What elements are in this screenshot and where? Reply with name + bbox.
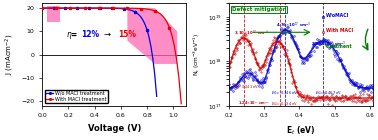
W/o MACl treatment xyxy=(77,7,81,9)
W/o MACl treatment xyxy=(40,7,44,9)
Text: 4.76$\times$10$^{17}$ cm$^{-3}$: 4.76$\times$10$^{17}$ cm$^{-3}$ xyxy=(276,21,311,30)
W/o MACl treatment xyxy=(112,7,116,9)
With MACl treatment xyxy=(179,103,183,105)
Legend: W/o MACl treatment, With MACl treatment: W/o MACl treatment, With MACl treatment xyxy=(45,89,108,103)
X-axis label: E$_t$ (eV): E$_t$ (eV) xyxy=(287,124,316,136)
With MACl treatment xyxy=(64,7,68,9)
W/o MACl treatment xyxy=(73,7,77,9)
Text: $E_{t1}$= 0.241 eV: $E_{t1}$= 0.241 eV xyxy=(232,83,259,91)
Text: $E_{t1}$= 0.346 eV: $E_{t1}$= 0.346 eV xyxy=(271,89,299,97)
Polygon shape xyxy=(127,8,177,64)
X-axis label: Voltage (V): Voltage (V) xyxy=(88,124,141,133)
Y-axis label: N$_t$ (cm$^{-3}$eV$^{-1}$): N$_t$ (cm$^{-3}$eV$^{-1}$) xyxy=(192,33,202,76)
W/o MACl treatment xyxy=(59,7,64,9)
Line: With MACl treatment: With MACl treatment xyxy=(40,7,183,105)
Text: $\rightarrow$: $\rightarrow$ xyxy=(102,30,113,39)
With MACl treatment xyxy=(85,7,89,9)
Text: 12%: 12% xyxy=(81,30,99,39)
With MACl treatment xyxy=(127,7,132,9)
Text: W/oMACl: W/oMACl xyxy=(326,13,350,18)
With MACl treatment xyxy=(40,7,44,9)
With MACl treatment xyxy=(80,7,84,9)
FancyBboxPatch shape xyxy=(47,6,60,22)
W/o MACl treatment xyxy=(79,7,83,9)
Text: $E_{t2}$= 0.467 eV: $E_{t2}$= 0.467 eV xyxy=(314,89,342,97)
Y-axis label: J (mAcm$^{-2}$): J (mAcm$^{-2}$) xyxy=(3,34,16,75)
Text: $\eta$=: $\eta$= xyxy=(66,30,78,41)
W/o MACl treatment xyxy=(154,95,159,97)
Text: 1.24$\times$10$^{17}$ cm$^{-3}$: 1.24$\times$10$^{17}$ cm$^{-3}$ xyxy=(238,99,270,107)
Text: With MACl: With MACl xyxy=(326,28,353,33)
W/o MACl treatment xyxy=(69,7,73,9)
Text: 3.10$\times$10$^{17}$ cm$^{-3}$: 3.10$\times$10$^{17}$ cm$^{-3}$ xyxy=(234,29,269,38)
Text: 2.59$\times$10$^{17}$ cm$^{-3}$: 2.59$\times$10$^{17}$ cm$^{-3}$ xyxy=(311,40,346,49)
Line: W/o MACl treatment: W/o MACl treatment xyxy=(40,7,158,98)
With MACl treatment xyxy=(75,7,80,9)
Text: Defect mitigation: Defect mitigation xyxy=(232,7,287,12)
With MACl treatment xyxy=(87,7,91,9)
Text: treatment: treatment xyxy=(326,44,353,49)
Text: $E_{t2}$= 0.334 eV: $E_{t2}$= 0.334 eV xyxy=(271,101,299,108)
Text: 15%: 15% xyxy=(118,30,136,39)
